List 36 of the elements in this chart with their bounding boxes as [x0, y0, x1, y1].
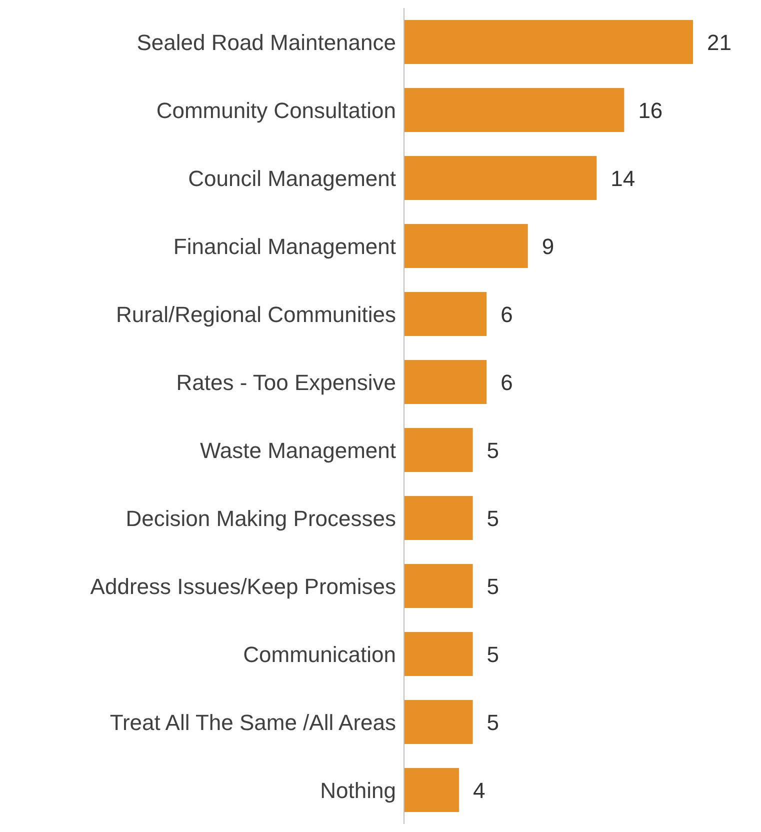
data-label: 6	[500, 302, 513, 327]
y-tick-label: Decision Making Processes	[126, 506, 396, 531]
data-label: 21	[707, 30, 732, 55]
y-tick-label: Address Issues/Keep Promises	[90, 574, 396, 599]
bar	[404, 428, 473, 472]
data-label: 5	[486, 506, 500, 531]
data-label: 5	[486, 710, 500, 735]
data-label: 4	[473, 778, 486, 803]
data-label: 14	[610, 166, 636, 191]
y-tick-label: Treat All The Same /All Areas	[110, 710, 396, 735]
bar	[404, 156, 597, 200]
data-label: 5	[486, 574, 500, 599]
y-tick-label: Rural/Regional Communities	[116, 302, 396, 327]
y-tick-label: Sealed Road Maintenance	[136, 30, 396, 55]
data-label: 5	[486, 642, 500, 667]
y-tick-label: Communication	[243, 642, 396, 667]
bar	[404, 88, 624, 132]
data-label: 5	[486, 438, 500, 463]
bar	[404, 632, 473, 676]
y-tick-label: Financial Management	[173, 234, 396, 259]
data-label: 9	[542, 234, 554, 259]
y-tick-label: Nothing	[320, 778, 396, 803]
bar	[404, 700, 473, 744]
bar	[404, 564, 473, 608]
bar	[404, 224, 528, 268]
data-label: 6	[500, 370, 513, 395]
y-tick-label: Community Consultation	[156, 98, 396, 123]
y-tick-label: Waste Management	[200, 438, 396, 463]
bar	[404, 360, 487, 404]
bar	[404, 292, 487, 336]
bar	[404, 768, 460, 812]
bar	[404, 496, 473, 540]
bar	[404, 20, 693, 64]
y-tick-label: Council Management	[188, 166, 396, 191]
data-label: 16	[638, 98, 663, 123]
y-tick-label: Rates - Too Expensive	[176, 370, 396, 395]
